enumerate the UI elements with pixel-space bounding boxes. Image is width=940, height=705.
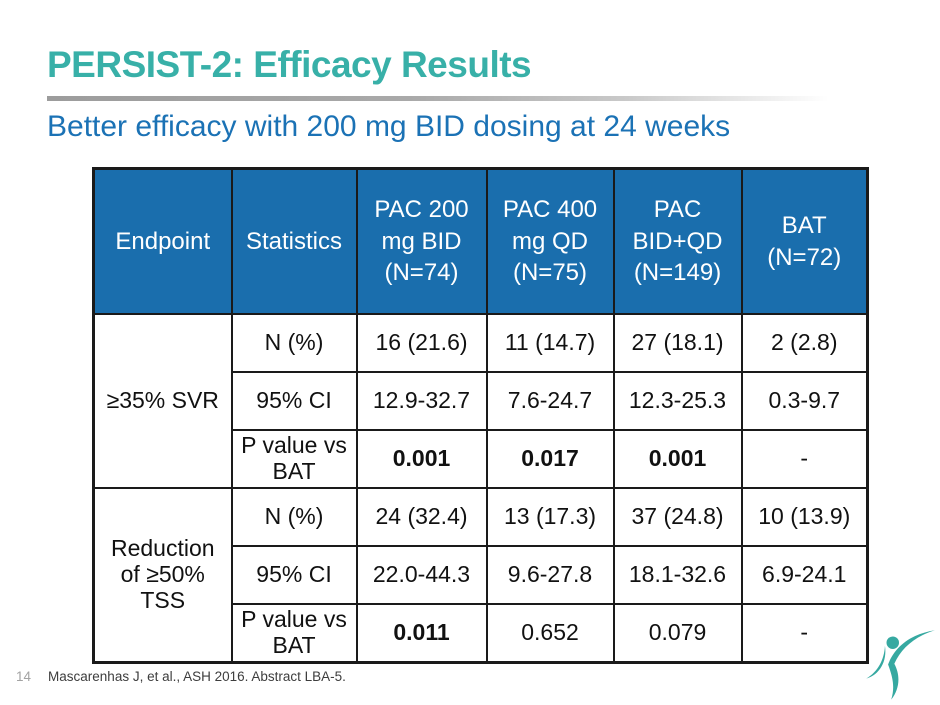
value-cell-bat: 10 (13.9) [740, 487, 869, 547]
value-cell-pac400: 0.017 [485, 429, 615, 489]
value-cell-pac400: 11 (14.7) [485, 313, 615, 373]
column-header-statistics: Statistics [230, 167, 358, 315]
value-cell-bat: - [740, 603, 869, 664]
table-row: P value vs BAT 0.011 0.652 0.079 - [94, 603, 869, 664]
column-header-label: PAC 200 mg BID (N=74) [374, 195, 469, 287]
stat-label-cell: P value vs BAT [230, 429, 358, 489]
column-header-endpoint: Endpoint [92, 167, 233, 315]
column-header-label: Endpoint [115, 227, 211, 255]
value-cell-pac-bid-qd: 0.079 [612, 603, 743, 664]
stat-label-cell: 95% CI [230, 371, 358, 431]
value-cell-bat: - [740, 429, 869, 489]
page-number: 14 [16, 669, 32, 684]
value-cell-bat: 6.9-24.1 [740, 545, 869, 605]
stat-label-cell: P value vs BAT [230, 603, 358, 664]
value-cell-bat: 0.3-9.7 [740, 371, 869, 431]
table-row: 95% CI 12.9-32.7 7.6-24.7 12.3-25.3 0.3-… [94, 371, 869, 431]
column-header-bat: BAT (N=72) [740, 167, 869, 315]
value-cell-pac-bid-qd: 18.1-32.6 [612, 545, 743, 605]
company-logo-icon [866, 630, 935, 700]
stat-label-cell: N (%) [230, 487, 358, 547]
column-header-label: Statistics [245, 227, 343, 255]
column-header-pac200: PAC 200 mg BID (N=74) [355, 167, 488, 315]
table-row: Reduction of ≥50% TSS N (%) 24 (32.4) 13… [92, 487, 869, 664]
table-row: P value vs BAT 0.001 0.017 0.001 - [94, 429, 869, 489]
value-cell-pac200: 12.9-32.7 [355, 371, 488, 431]
column-header-label: BAT (N=72) [767, 211, 842, 271]
value-cell-pac400: 7.6-24.7 [485, 371, 615, 431]
value-cell-pac-bid-qd: 27 (18.1) [612, 313, 743, 373]
value-cell-bat: 2 (2.8) [740, 313, 869, 373]
stat-label-cell: N (%) [230, 313, 358, 373]
page-title: PERSIST-2: Efficacy Results [47, 44, 532, 85]
slide-subtitle: Better efficacy with 200 mg BID dosing a… [47, 110, 731, 143]
value-cell-pac-bid-qd: 12.3-25.3 [612, 371, 743, 431]
table-row: ≥35% SVR N (%) 16 (21.6) 11 (14.7) 27 (1… [92, 313, 869, 489]
citation-text: Mascarenhas J, et al., ASH 2016. Abstrac… [48, 669, 346, 684]
stat-label-cell: 95% CI [230, 545, 358, 605]
value-cell-pac400: 9.6-27.8 [485, 545, 615, 605]
value-cell-pac200: 0.001 [355, 429, 488, 489]
value-cell-pac200: 16 (21.6) [355, 313, 488, 373]
value-cell-pac400: 13 (17.3) [485, 487, 615, 547]
column-header-label: PAC BID+QD (N=149) [632, 195, 723, 287]
endpoint-cell-tss: Reduction of ≥50% TSS [92, 487, 233, 664]
value-cell-pac400: 0.652 [485, 603, 615, 664]
table-row: 95% CI 22.0-44.3 9.6-27.8 18.1-32.6 6.9-… [94, 545, 869, 605]
column-header-label: PAC 400 mg QD (N=75) [502, 195, 598, 287]
efficacy-results-table: Endpoint Statistics PAC 200 mg BID (N=74… [92, 167, 869, 664]
slide-footer: 14 Mascarenhas J, et al., ASH 2016. Abstr… [16, 669, 346, 684]
value-cell-pac200: 22.0-44.3 [355, 545, 488, 605]
value-cell-pac-bid-qd: 0.001 [612, 429, 743, 489]
column-header-pac400: PAC 400 mg QD (N=75) [485, 167, 615, 315]
value-cell-pac200: 0.011 [355, 603, 488, 664]
value-cell-pac200: 24 (32.4) [355, 487, 488, 547]
column-header-pac-bid-qd: PAC BID+QD (N=149) [612, 167, 743, 315]
value-cell-pac-bid-qd: 37 (24.8) [612, 487, 743, 547]
endpoint-cell-svr: ≥35% SVR [92, 313, 233, 489]
table-header-row: Endpoint Statistics PAC 200 mg BID (N=74… [92, 167, 869, 315]
title-divider [47, 96, 853, 101]
